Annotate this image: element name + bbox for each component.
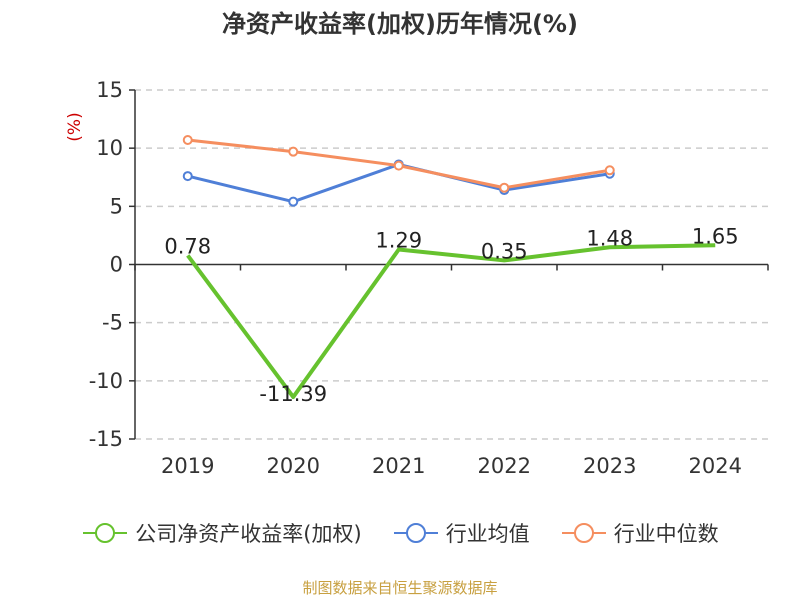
x-tick-label: 2024 [689, 454, 742, 478]
y-tick-label: 0 [110, 253, 123, 277]
y-tick-label: 10 [96, 136, 123, 160]
y-tick-label: 15 [96, 78, 123, 102]
legend-item: 行业均值 [392, 518, 530, 548]
data-label: 1.65 [692, 224, 739, 248]
legend-item: 公司净资产收益率(加权) [81, 518, 362, 548]
data-point [393, 160, 404, 171]
data-label: 1.48 [586, 226, 633, 250]
y-tick-label: -10 [89, 369, 123, 393]
y-axis-label: (%) [65, 112, 85, 141]
source-note: 制图数据来自恒生聚源数据库 [302, 579, 498, 597]
x-tick-label: 2023 [583, 454, 636, 478]
data-label: 0.78 [164, 234, 211, 258]
data-point [288, 146, 299, 157]
data-label: 0.35 [481, 239, 528, 263]
legend-swatch-icon [83, 523, 128, 543]
series-lines [182, 135, 716, 400]
data-point [288, 196, 299, 207]
data-point [182, 171, 193, 182]
legend-swatch-icon [561, 523, 606, 543]
legend-label: 行业中位数 [613, 522, 719, 546]
x-tick-label: 2021 [372, 454, 425, 478]
data-point [182, 135, 193, 146]
data-label: -11.39 [259, 382, 327, 406]
chart-title: 净资产收益率(加权)历年情况(%) [222, 10, 578, 38]
x-tick-label: 2019 [161, 454, 214, 478]
y-tick-label: 5 [110, 194, 123, 218]
legend-swatch-icon [393, 523, 438, 543]
x-tick-label: 2020 [267, 454, 320, 478]
series-line [186, 243, 716, 400]
data-labels: 0.78 -11.39 1.29 0.35 1.48 1.65 [164, 224, 738, 406]
legend-label: 公司净资产收益率(加权) [135, 522, 362, 546]
data-point [499, 182, 510, 193]
y-tick-label: -15 [89, 427, 123, 451]
y-tick-label: -5 [102, 311, 123, 335]
x-tick-label: 2022 [478, 454, 531, 478]
legend-label: 行业均值 [445, 522, 530, 546]
legend: 公司净资产收益率(加权) 行业均值 行业中位数 [0, 518, 800, 548]
data-label: 1.29 [375, 228, 422, 252]
data-point [604, 165, 615, 176]
axes: 15 10 5 0 -5 -10 -15 2019 2020 2021 2022 2023 2024 (%… [65, 78, 769, 478]
legend-item: 行业中位数 [560, 518, 719, 548]
